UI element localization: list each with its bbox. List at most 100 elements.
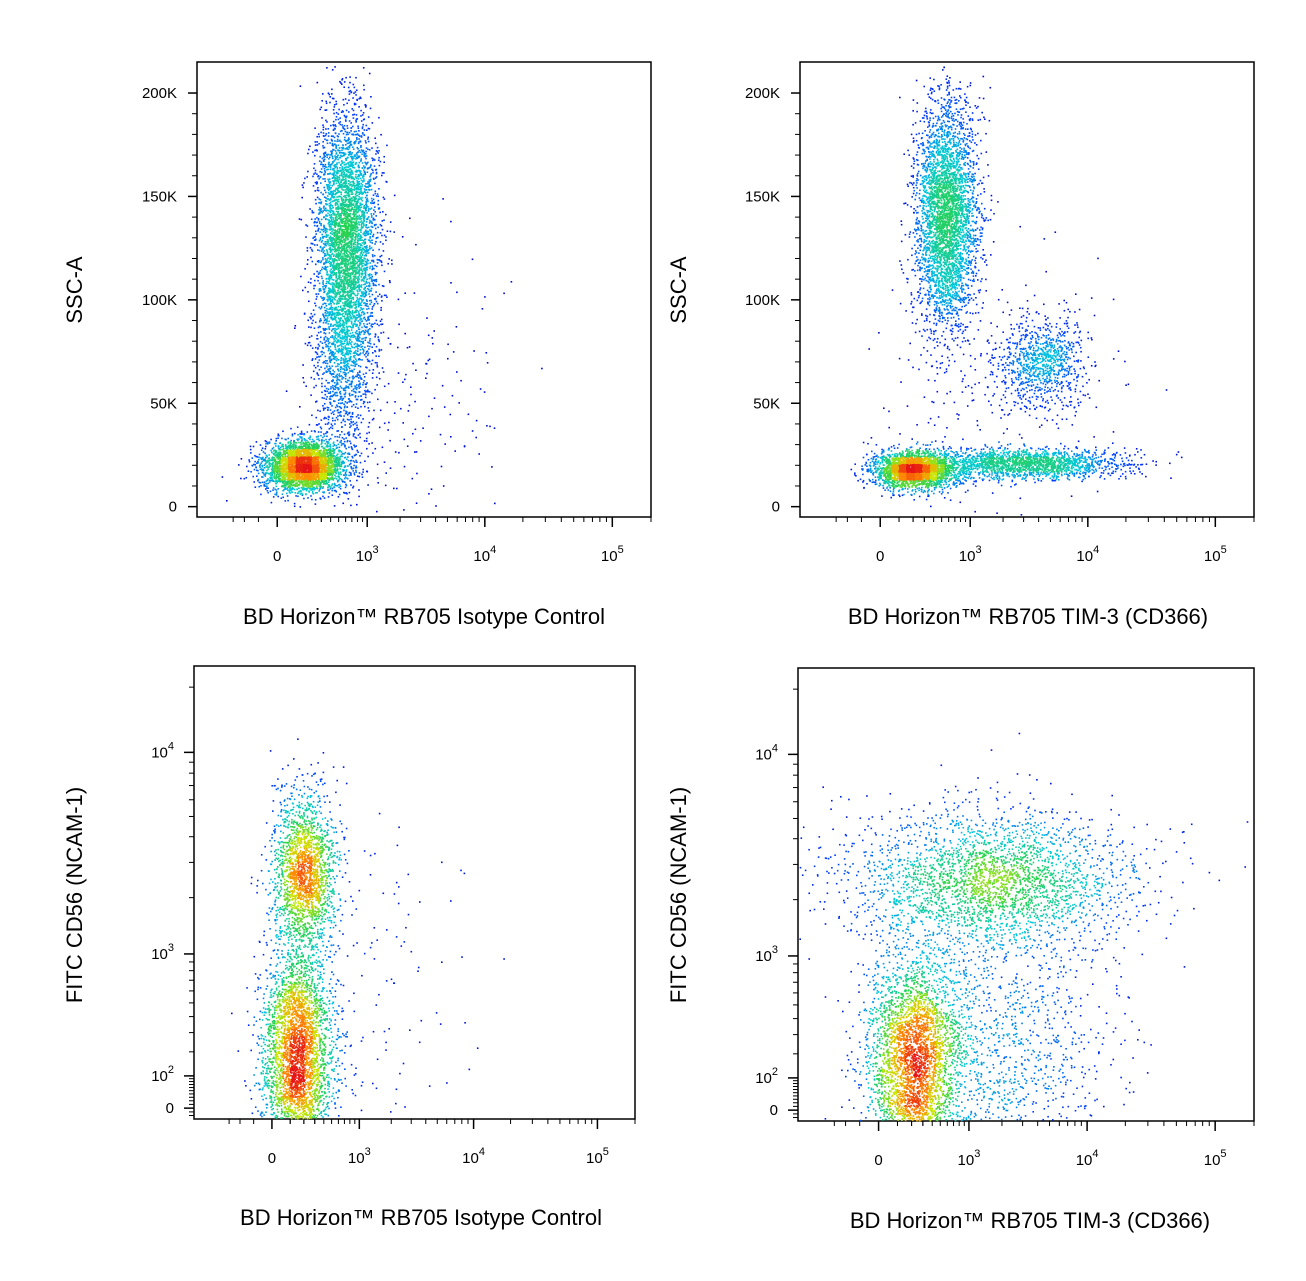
event-dot <box>486 425 488 427</box>
event-dot <box>376 384 378 386</box>
event-dot <box>292 434 294 436</box>
event-dot <box>412 478 414 480</box>
event-dot <box>337 419 339 421</box>
event-dot <box>362 128 364 130</box>
event-dot <box>266 487 268 489</box>
event-dot <box>377 336 379 338</box>
event-dot <box>331 423 333 425</box>
event-dot <box>263 451 265 453</box>
event-dot <box>324 390 326 392</box>
event-dot <box>331 139 333 141</box>
event-dot <box>349 480 351 482</box>
event-dot <box>503 293 505 295</box>
event-dot <box>359 476 361 478</box>
event-dot <box>322 405 324 407</box>
event-dot <box>322 124 324 126</box>
event-dot <box>383 286 385 288</box>
event-dot <box>305 224 307 226</box>
event-dot <box>299 433 301 435</box>
event-dot <box>331 434 333 436</box>
event-dot <box>323 409 325 411</box>
event-dot <box>315 199 317 201</box>
event-dot <box>325 333 327 335</box>
event-dot <box>362 114 364 116</box>
event-dot <box>318 175 320 177</box>
event-dot <box>432 337 434 339</box>
event-dot <box>315 203 317 205</box>
event-dot <box>358 143 360 145</box>
event-dot <box>378 157 380 159</box>
event-dot <box>374 165 376 167</box>
event-dot <box>312 261 314 263</box>
event-dot <box>400 408 402 410</box>
event-dot <box>328 92 330 94</box>
event-dot <box>330 427 332 429</box>
event-dot <box>374 323 376 325</box>
event-dot <box>310 394 312 396</box>
event-dot <box>371 260 373 262</box>
event-dot <box>359 375 361 377</box>
event-dot <box>329 392 331 394</box>
event-dot <box>325 344 327 346</box>
event-dot <box>473 350 475 352</box>
event-dot <box>305 236 307 238</box>
event-dot <box>484 391 486 393</box>
event-dot <box>378 372 380 374</box>
event-dot <box>244 478 246 480</box>
event-dot <box>383 197 385 199</box>
event-dot <box>315 385 317 387</box>
event-dot <box>364 406 366 408</box>
event-dot <box>315 170 317 172</box>
event-dot <box>323 372 325 374</box>
event-dot <box>363 134 365 136</box>
event-dot <box>407 347 409 349</box>
event-dot <box>380 410 382 412</box>
event-dot <box>312 316 314 318</box>
event-dot <box>358 98 360 100</box>
event-dot <box>390 221 392 223</box>
event-dot <box>388 422 390 424</box>
event-dot <box>415 244 417 246</box>
event-dot <box>372 315 374 317</box>
event-dot <box>383 371 385 373</box>
event-dot <box>368 426 370 428</box>
event-dot <box>339 81 341 83</box>
event-dot <box>350 90 352 92</box>
event-dot <box>356 137 358 139</box>
event-dot <box>338 119 340 121</box>
event-dot <box>369 422 371 424</box>
event-dot <box>313 185 315 187</box>
event-dot <box>345 98 347 100</box>
event-dot <box>426 317 428 319</box>
event-dot <box>338 133 340 135</box>
event-dot <box>349 423 351 425</box>
event-dot <box>412 433 414 435</box>
event-dot <box>371 393 373 395</box>
event-dot <box>365 105 367 107</box>
event-dot <box>315 367 317 369</box>
event-dot <box>310 495 312 497</box>
event-dot <box>334 137 336 139</box>
event-dot <box>390 343 392 345</box>
event-dot <box>371 147 373 149</box>
event-dot <box>352 126 354 128</box>
event-dot <box>373 213 375 215</box>
event-dot <box>272 489 274 491</box>
event-dot <box>300 276 302 278</box>
event-dot <box>277 435 279 437</box>
event-dot <box>256 475 258 477</box>
event-dot <box>314 218 316 220</box>
event-dot <box>311 415 313 417</box>
event-dot <box>353 421 355 423</box>
event-dot <box>316 271 318 273</box>
event-dot <box>340 131 342 133</box>
event-dot <box>358 377 360 379</box>
event-dot <box>325 120 327 122</box>
event-dot <box>345 413 347 415</box>
flow-cytometry-figure: 0 103 104 105050K100K150K200K BD Horizon™ R… <box>0 0 1306 1281</box>
event-dot <box>377 366 379 368</box>
event-dot <box>357 126 359 128</box>
event-dot <box>352 416 354 418</box>
event-dot <box>382 229 384 231</box>
event-dot <box>250 449 252 451</box>
